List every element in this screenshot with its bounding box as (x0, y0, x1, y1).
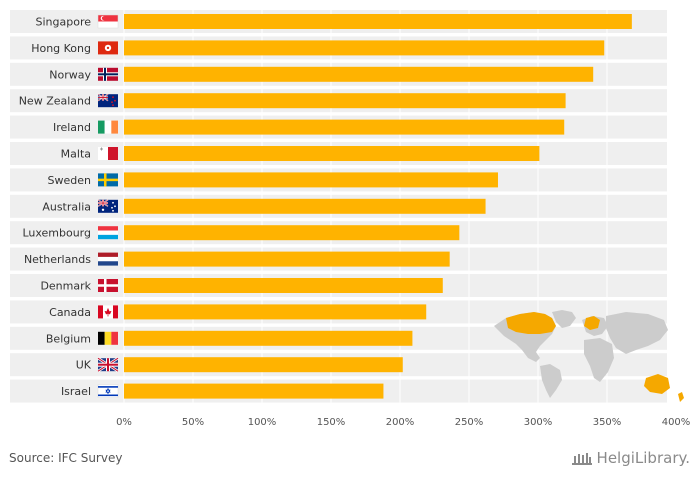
library-building-icon (571, 453, 592, 465)
x-tick-label: 250% (455, 417, 484, 428)
hong-kong-flag (98, 41, 118, 55)
bar-israel (124, 383, 384, 399)
category-label: Sweden (48, 174, 91, 187)
bar-hong-kong (124, 40, 605, 56)
category-label: Luxembourg (22, 227, 91, 240)
category-label: Norway (49, 68, 91, 81)
category-label: UK (76, 359, 92, 372)
map-europe-highlight (584, 316, 600, 330)
x-tick-label: 400% (662, 417, 691, 428)
helgilibrary-logo[interactable]: HelgiLibrary. (571, 449, 690, 467)
bar-belgium (124, 330, 413, 346)
x-tick-label: 350% (593, 417, 622, 428)
netherlands-flag (98, 252, 118, 266)
country-flags (97, 14, 119, 398)
denmark-flag (98, 279, 118, 292)
bar-malta (124, 146, 540, 161)
bar-australia (124, 198, 486, 214)
category-labels: Singapore Hong Kong Norway New Zealand Irela… (19, 16, 92, 399)
category-label: Ireland (53, 121, 91, 134)
category-label: Netherlands (24, 253, 91, 266)
source-note: Source: IFC Survey (9, 451, 123, 465)
singapore-flag (97, 14, 119, 29)
x-tick-label: 300% (524, 417, 553, 428)
bar-denmark (124, 278, 443, 293)
bar-new-zealand (124, 93, 566, 109)
canada-flag (98, 305, 118, 319)
x-tick-label: 50% (182, 417, 204, 428)
world-map (494, 310, 684, 402)
uk-flag (97, 357, 119, 373)
ireland-flag (98, 120, 118, 134)
map-south-america (540, 364, 562, 398)
bar-netherlands (124, 251, 450, 267)
map-new-zealand (678, 392, 684, 402)
category-label: Singapore (36, 16, 92, 29)
bar-uk (124, 357, 403, 373)
category-label: Hong Kong (31, 42, 91, 55)
map-canada (506, 312, 556, 334)
bars (124, 14, 632, 399)
australia-flag (97, 199, 118, 213)
category-label: Denmark (40, 280, 91, 293)
norway-flag (98, 67, 118, 81)
luxembourg-flag (98, 226, 118, 240)
x-tick-label: 150% (317, 417, 346, 428)
sweden-flag (98, 173, 118, 187)
bar-luxembourg (124, 225, 460, 241)
bar-norway (124, 66, 594, 82)
malta-flag (98, 147, 118, 160)
category-label: Canada (49, 306, 91, 319)
category-label: Israel (61, 385, 91, 398)
x-tick-label: 0% (116, 417, 132, 428)
bar-sweden (124, 172, 498, 188)
logo-text: HelgiLibrary. (596, 449, 690, 467)
belgium-flag (98, 331, 118, 345)
x-tick-label: 100% (248, 417, 277, 428)
map-asia (606, 312, 668, 354)
category-label: Australia (42, 200, 91, 213)
category-label: Belgium (46, 332, 91, 345)
map-africa (584, 338, 614, 382)
category-label: Malta (61, 148, 91, 161)
map-australia (644, 374, 670, 394)
x-axis-tick-labels: 0% 50% 100% 150% 200% 250% 300% 350% 400% (116, 417, 690, 428)
bar-singapore (124, 14, 632, 29)
category-label: New Zealand (19, 95, 91, 108)
israel-flag (97, 384, 119, 398)
bar-ireland (124, 119, 565, 135)
new-zealand-flag (97, 93, 118, 108)
x-tick-label: 200% (386, 417, 415, 428)
map-greenland (552, 310, 576, 328)
bar-canada (124, 304, 427, 320)
